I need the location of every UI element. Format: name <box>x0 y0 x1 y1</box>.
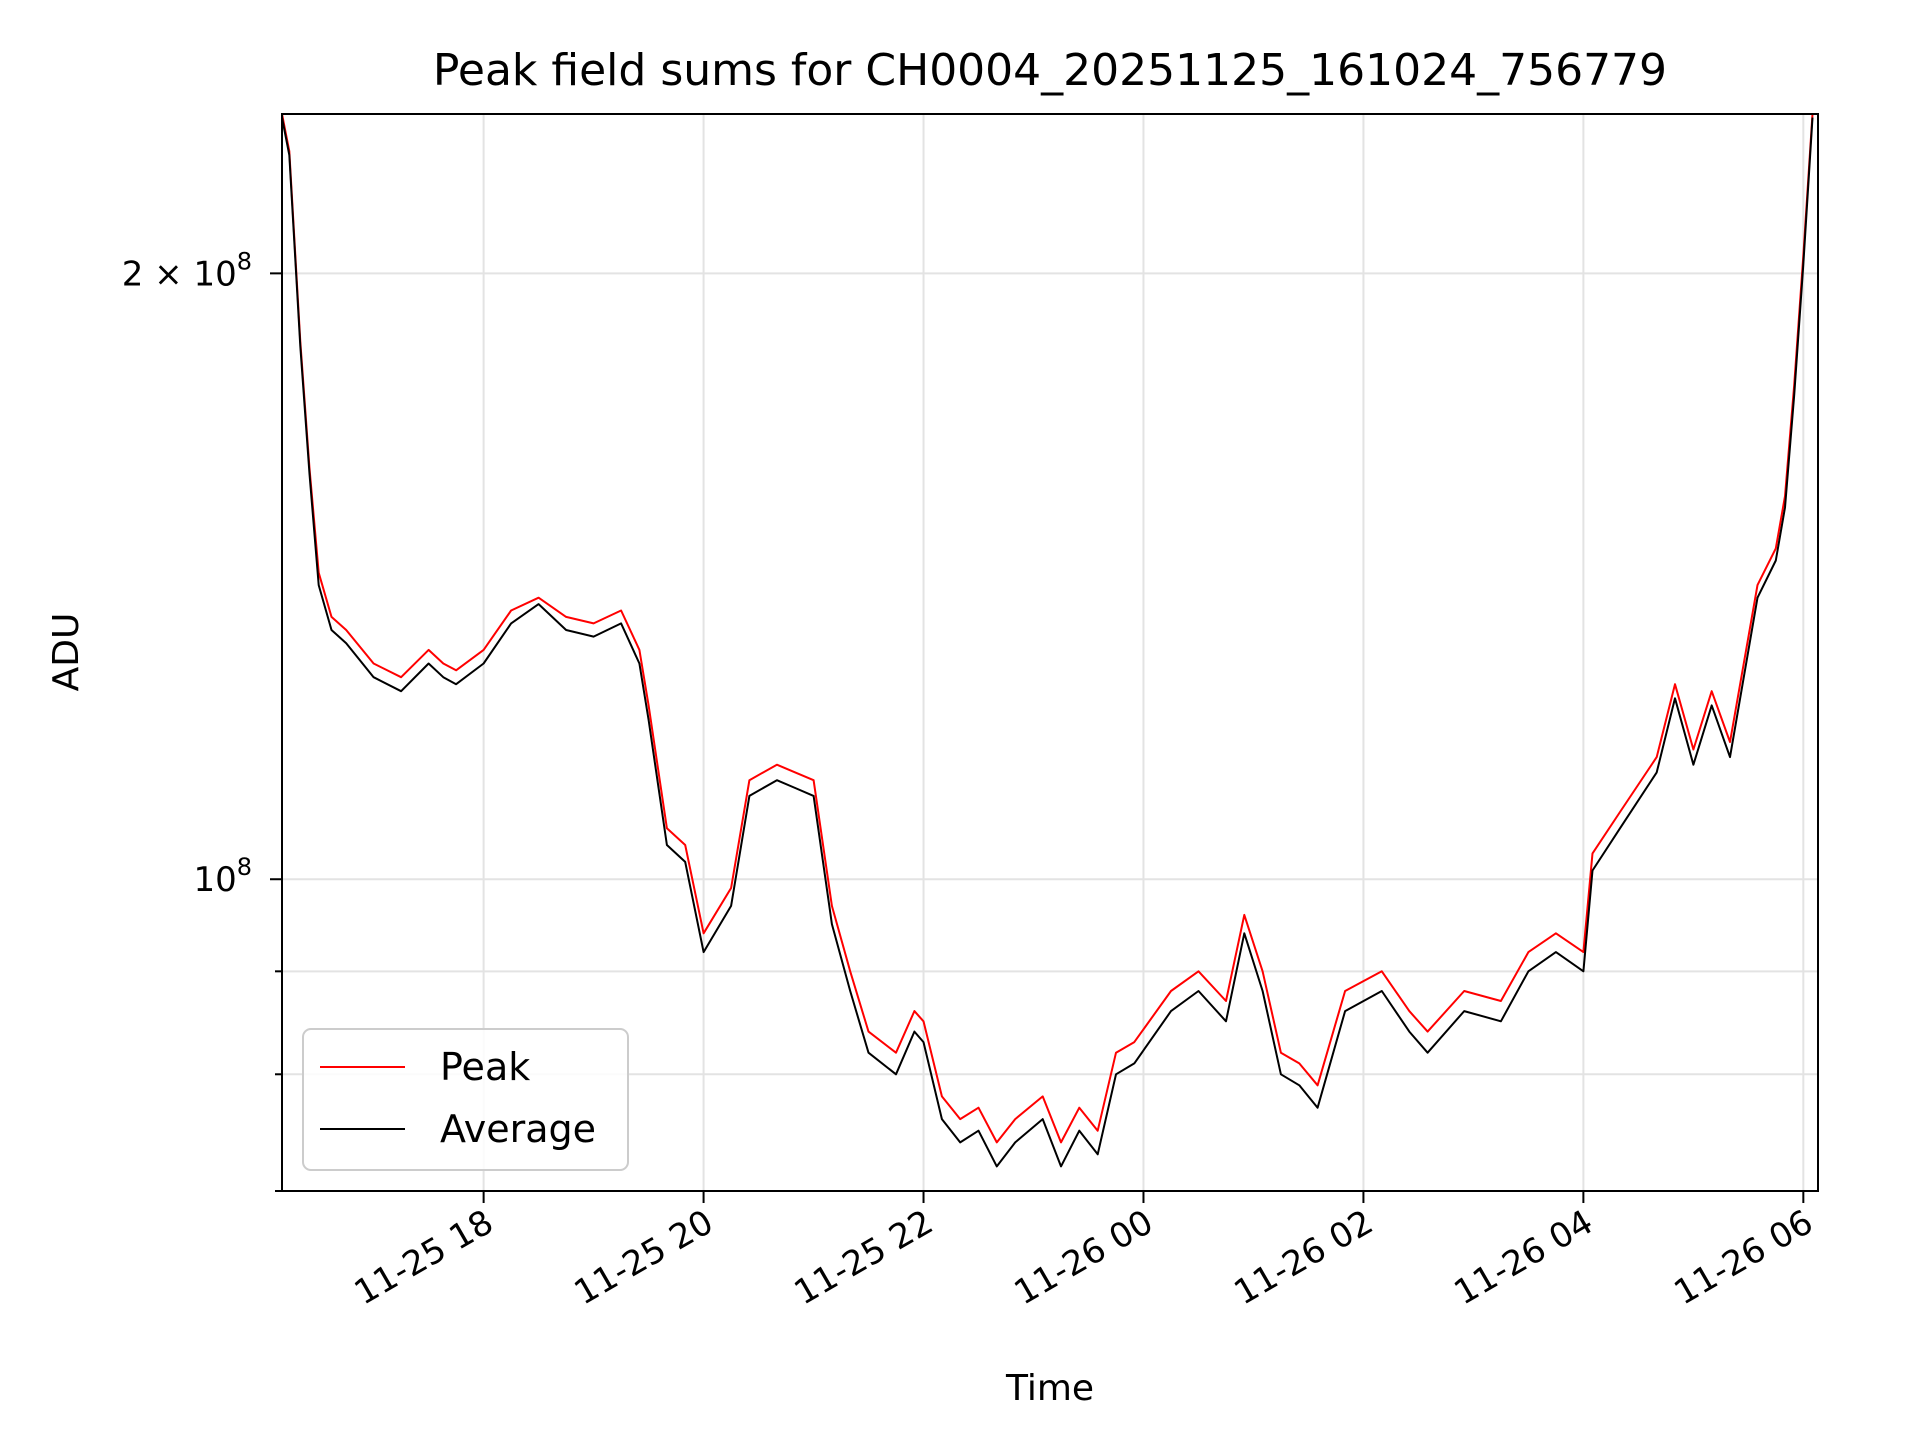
x-axis-label: Time <box>1005 1368 1094 1409</box>
y-axis-ticks: 108 2 × 108 <box>122 247 282 1192</box>
y-tick-label: 108 <box>193 853 252 900</box>
legend-label-average: Average <box>440 1107 596 1151</box>
plot-frame <box>281 113 1819 1192</box>
legend: Peak Average <box>302 1028 629 1171</box>
legend-label-peak: Peak <box>440 1045 530 1089</box>
y-tick-label: 2 × 108 <box>122 247 252 294</box>
series-line-peak <box>281 113 1814 1144</box>
series-line-average <box>281 117 1814 1168</box>
chart-title: Peak field sums for CH0004_20251125_1610… <box>433 45 1667 96</box>
series-lines <box>281 113 1814 1168</box>
y-axis-label: ADU <box>46 613 87 692</box>
legend-box <box>302 1028 629 1171</box>
